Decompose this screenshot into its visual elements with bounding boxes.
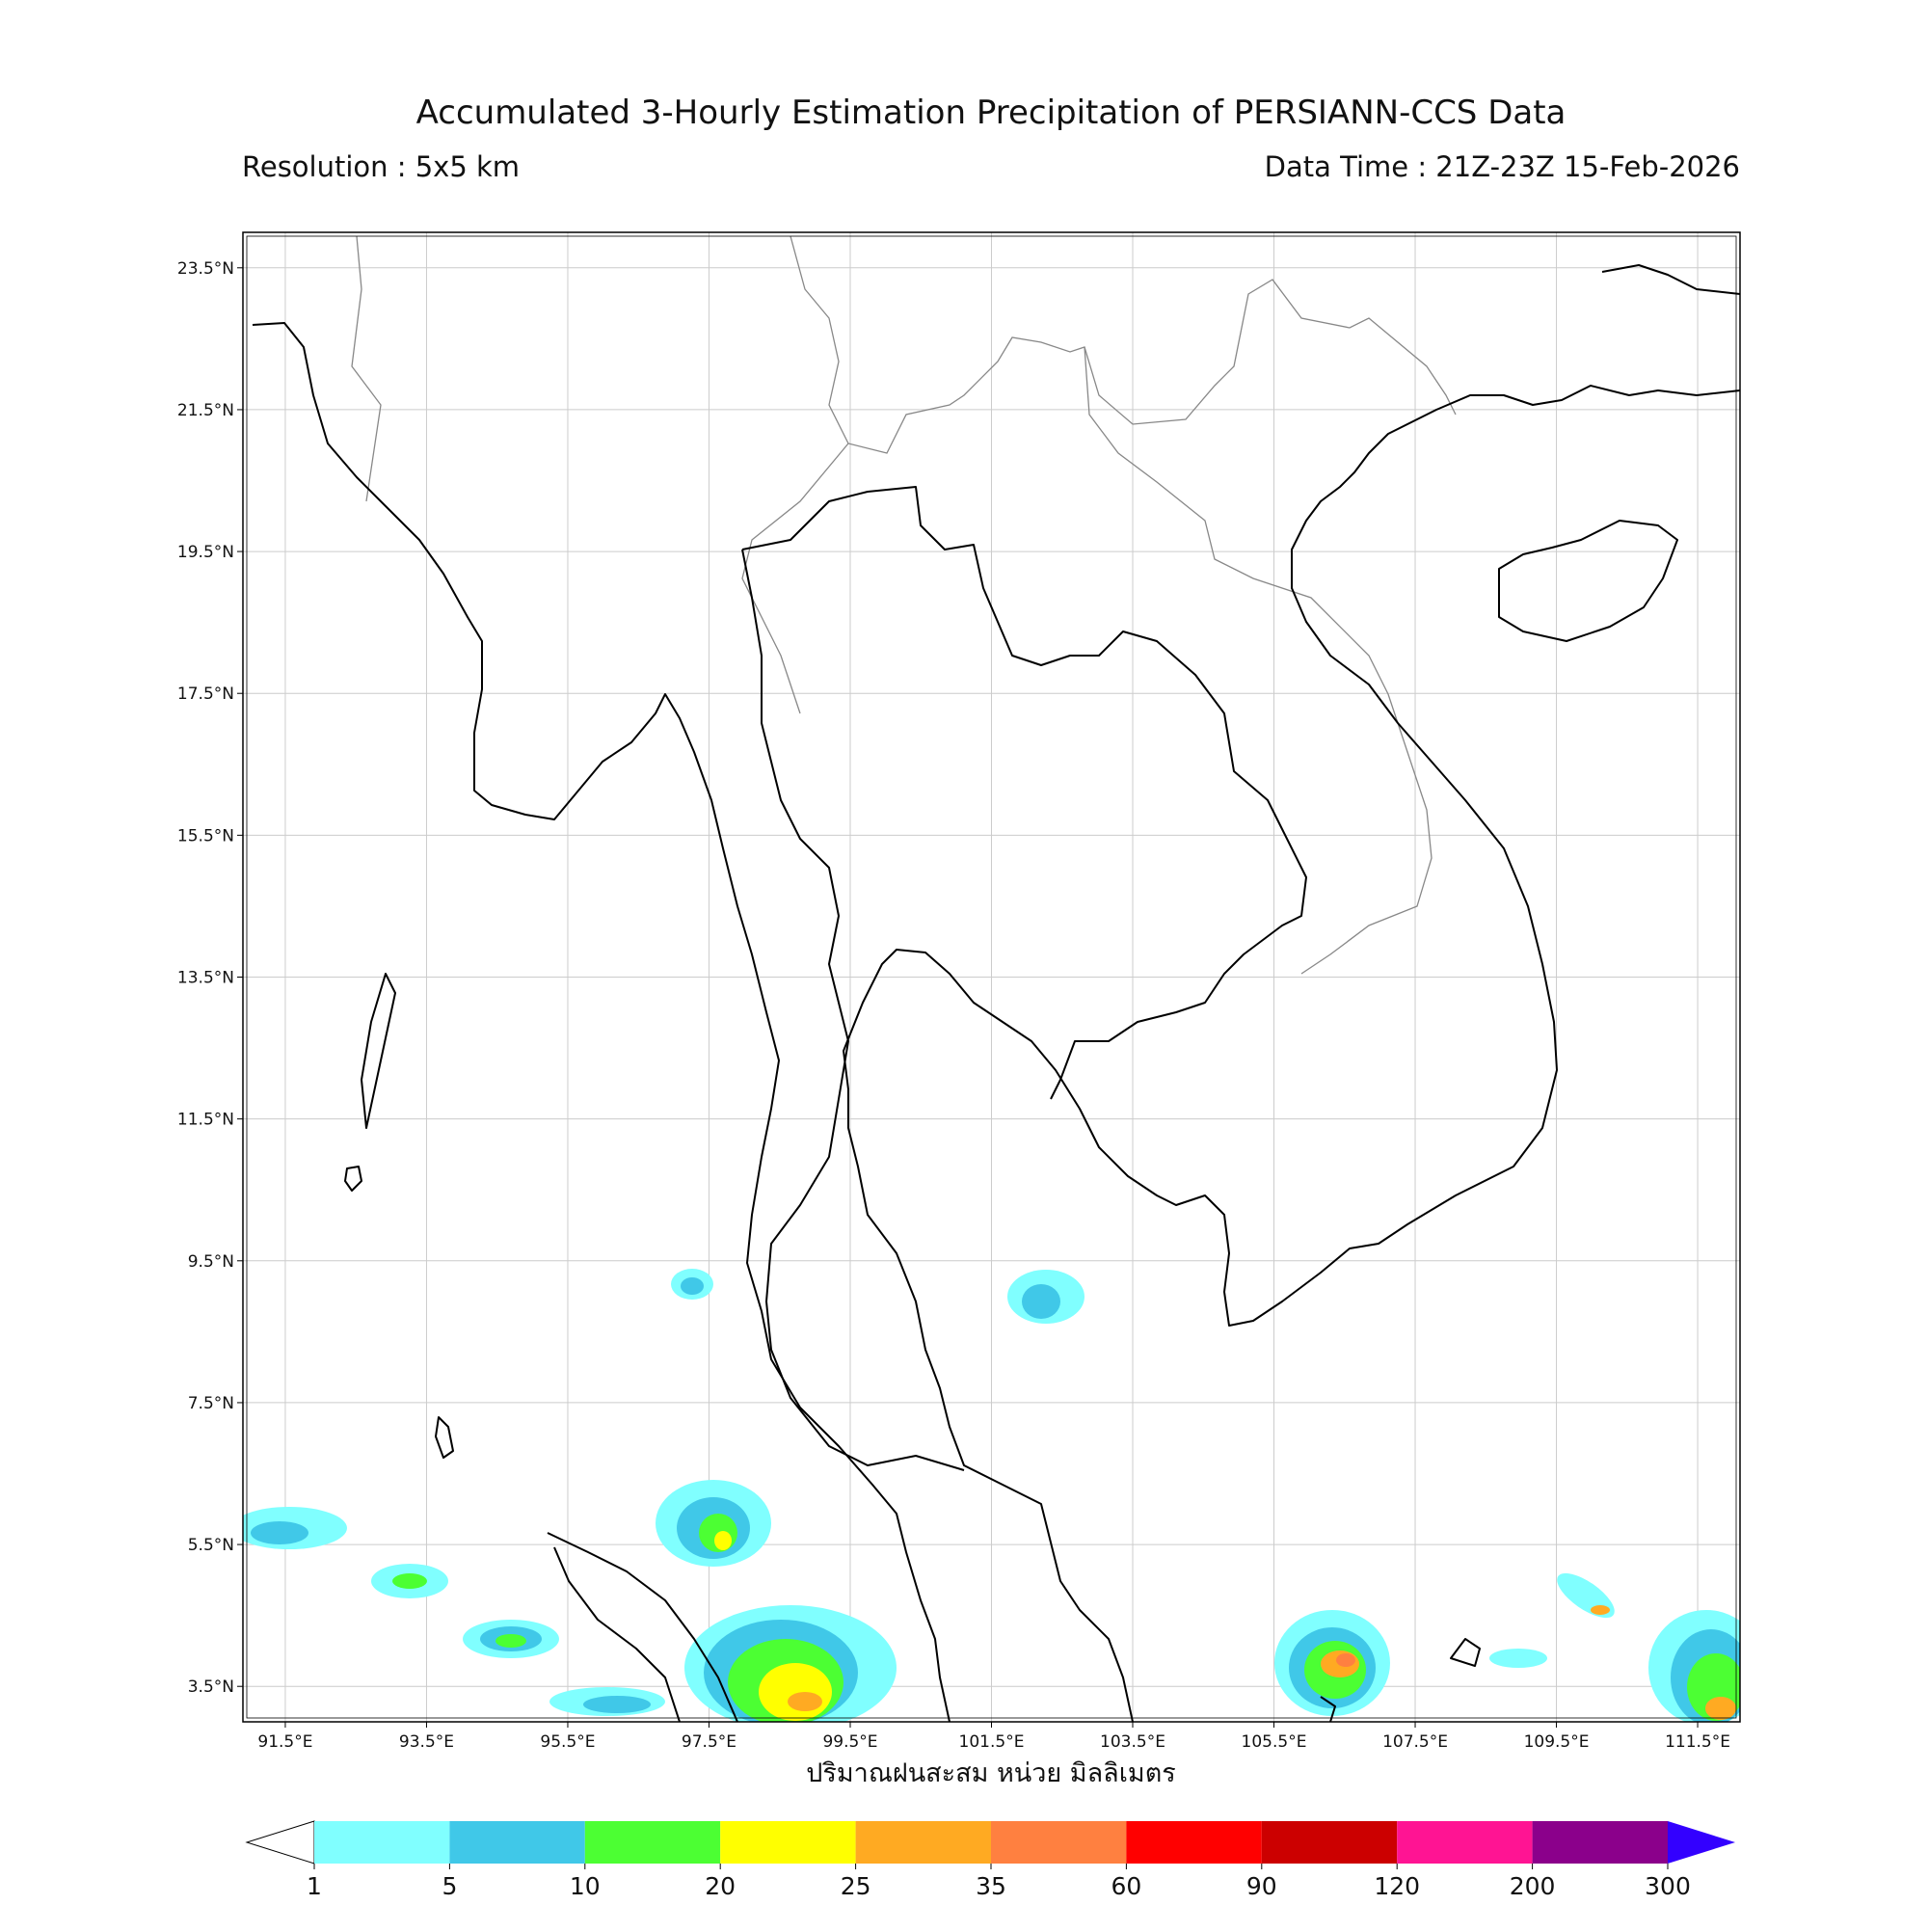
coastline	[843, 385, 1740, 1722]
y-tick-label: 13.5°N	[177, 969, 234, 988]
rain-area	[788, 1692, 822, 1711]
colorbar-label: 300	[1645, 1872, 1691, 1900]
island	[1450, 1638, 1481, 1667]
colorbar-under	[245, 1820, 315, 1865]
colorbar-label: 5	[442, 1872, 457, 1900]
rain-area	[1489, 1649, 1547, 1668]
rain-area	[1557, 1572, 1615, 1619]
ticks: 91.5°E 93.5°E 95.5°E 97.5°E 99.5°E 101.5°E 103…	[177, 259, 1730, 1752]
y-tick-label: 11.5°N	[177, 1111, 234, 1130]
coastline	[1320, 1696, 1336, 1722]
colorbar-bin	[1126, 1821, 1262, 1864]
coastlines	[252, 264, 1740, 1722]
sumatra	[547, 1532, 738, 1722]
x-tick-label: 99.5°E	[822, 1732, 877, 1752]
border	[351, 235, 382, 502]
map-layer	[243, 235, 1740, 1722]
colorbar-label: 120	[1374, 1872, 1420, 1900]
island	[344, 1166, 362, 1192]
coastline	[1601, 264, 1740, 295]
andaman-islands	[361, 973, 396, 1129]
rain-areas	[243, 1269, 1740, 1722]
rain-area	[251, 1521, 308, 1544]
data-time: Data Time : 21Z-23Z 15-Feb-2026	[1265, 150, 1740, 183]
y-tick-label: 19.5°N	[177, 543, 234, 562]
x-tick-label: 107.5°E	[1382, 1732, 1448, 1752]
x-tick-label: 103.5°E	[1100, 1732, 1165, 1752]
x-axis-label: ปริมาณฝนสะสม หน่วย มิลลิเมตร	[806, 1758, 1176, 1788]
y-tick-label: 17.5°N	[177, 684, 234, 704]
colorbar-bin	[1261, 1821, 1398, 1864]
thailand-border	[741, 486, 1307, 1100]
colorbar-bin	[584, 1821, 721, 1864]
colorbar-label: 60	[1111, 1872, 1141, 1900]
colorbar-label: 20	[705, 1872, 736, 1900]
y-tick-label: 7.5°N	[188, 1394, 234, 1413]
rain-area	[583, 1696, 651, 1713]
resolution: Resolution : 5x5 km	[242, 150, 520, 183]
rain-area	[681, 1277, 704, 1295]
y-tick-label: 15.5°N	[177, 826, 234, 845]
colorbar-label: 25	[841, 1872, 871, 1900]
x-tick-label: 91.5°E	[257, 1732, 312, 1752]
rain-area	[714, 1531, 732, 1550]
colorbar-label: 1	[307, 1872, 322, 1900]
rain-area	[1022, 1284, 1060, 1319]
rain-area	[495, 1634, 526, 1648]
colorbar-bin	[1532, 1821, 1668, 1864]
x-tick-label: 109.5°E	[1524, 1732, 1590, 1752]
colorbar-label: 200	[1510, 1872, 1556, 1900]
hainan	[1498, 520, 1678, 642]
colorbar: 1 5 10 20 25 35 60 90 120 200 300	[245, 1820, 1735, 1900]
colorbar-bin	[1397, 1821, 1533, 1864]
colorbar-bin	[449, 1821, 585, 1864]
sumatra	[553, 1546, 681, 1722]
grid	[243, 232, 1740, 1722]
x-tick-label: 105.5°E	[1242, 1732, 1307, 1752]
colorbar-label: 35	[976, 1872, 1006, 1900]
thailand-west-border	[741, 549, 965, 1471]
x-tick-label: 93.5°E	[399, 1732, 454, 1752]
colorbar-bin	[720, 1821, 856, 1864]
x-tick-label: 95.5°E	[540, 1732, 595, 1752]
rain-area	[759, 1663, 832, 1721]
colorbar-bin	[991, 1821, 1127, 1864]
coastline	[252, 322, 951, 1722]
x-tick-label: 101.5°E	[959, 1732, 1025, 1752]
y-tick-label: 23.5°N	[177, 259, 234, 279]
border	[790, 235, 1457, 454]
y-tick-label: 9.5°N	[188, 1252, 234, 1272]
rain-area	[1591, 1605, 1610, 1615]
map-inner-frame	[246, 235, 1737, 1719]
rain-area	[1336, 1653, 1355, 1667]
title: Accumulated 3-Hourly Estimation Precipit…	[416, 94, 1566, 132]
border	[741, 443, 849, 714]
colorbar-label: 10	[570, 1872, 601, 1900]
island	[435, 1416, 454, 1459]
colorbar-over	[1668, 1821, 1735, 1864]
colorbar-label: 90	[1246, 1872, 1277, 1900]
border	[1084, 346, 1433, 975]
colorbar-bin	[314, 1821, 450, 1864]
x-tick-label: 97.5°E	[682, 1732, 736, 1752]
x-tick-label: 111.5°E	[1665, 1732, 1730, 1752]
rain-area	[392, 1573, 427, 1589]
borders	[351, 235, 1457, 975]
y-tick-label: 3.5°N	[188, 1677, 234, 1697]
y-tick-label: 5.5°N	[188, 1536, 234, 1555]
y-tick-label: 21.5°N	[177, 401, 234, 420]
colorbar-bin	[855, 1821, 991, 1864]
rain-area	[1705, 1697, 1736, 1720]
